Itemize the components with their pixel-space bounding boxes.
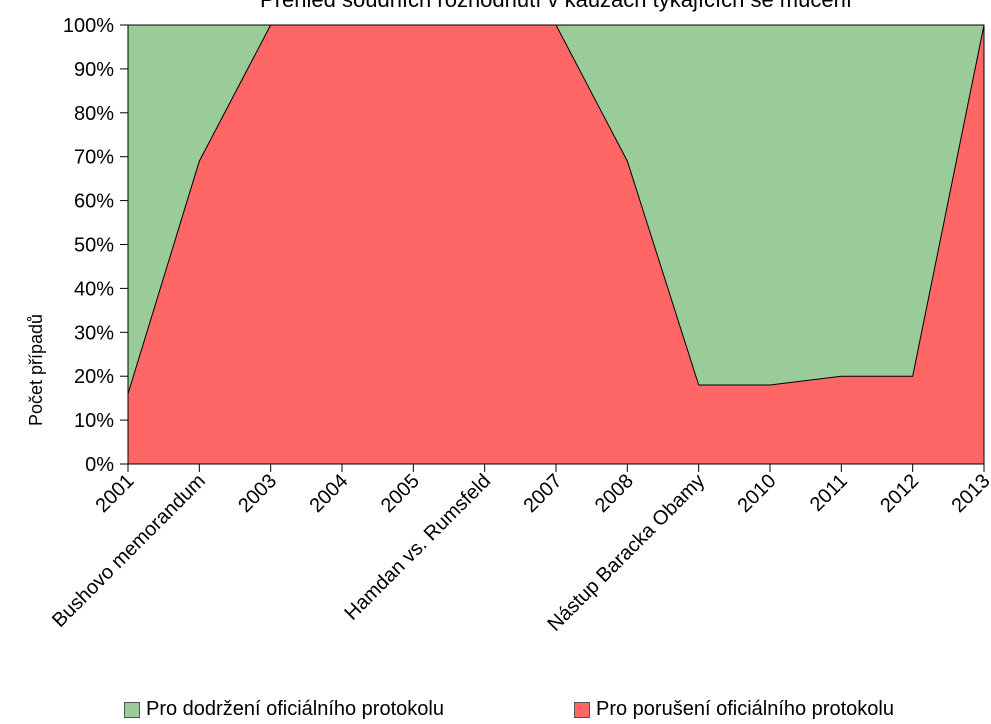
x-tick-label: 2011	[806, 470, 852, 516]
x-tick-label: 2007	[520, 470, 567, 517]
x-tick-label: 2013	[948, 470, 991, 517]
y-tick-label: 90%	[74, 59, 114, 81]
x-tick-label: 2008	[591, 470, 638, 517]
chart-axes	[120, 24, 985, 472]
x-tick-label: 2004	[306, 470, 353, 517]
x-tick-label: 2010	[734, 470, 781, 517]
y-tick-label: 10%	[74, 410, 114, 432]
x-tick-label: 2012	[876, 470, 923, 517]
y-tick-label: 80%	[74, 103, 114, 125]
legend: Pro dodržení oficiálního protokolu Pro p…	[0, 698, 991, 724]
y-tick-labels: 0% 10% 20% 30% 40% 50% 60% 70% 80% 90% 100%	[63, 15, 114, 476]
y-tick-label: 30%	[74, 322, 114, 344]
y-tick-label: 40%	[74, 278, 114, 300]
y-axis-title: Počet případů	[26, 314, 46, 426]
y-tick-label: 100%	[63, 15, 114, 37]
chart-areas	[127, 24, 985, 464]
y-tick-label: 70%	[74, 147, 114, 169]
legend-item-poruseni: Pro porušení oficiálního protokolu	[574, 698, 894, 721]
x-tick-label: Hamdan vs. Rumsfeld	[341, 470, 496, 625]
x-tick-label: 2003	[234, 470, 281, 517]
y-tick-label: 0%	[85, 454, 114, 476]
y-tick-label: 20%	[74, 366, 114, 388]
legend-label-dodrzeni: Pro dodržení oficiálního protokolu	[146, 698, 444, 720]
chart-title: Přehled soudních rozhodnutí v kauzách tý…	[128, 0, 984, 13]
y-tick-label: 50%	[74, 235, 114, 257]
x-tick-label: 2001	[92, 470, 139, 517]
area-poruseni	[128, 25, 984, 464]
legend-swatch-poruseni	[574, 701, 590, 718]
y-tick-label: 60%	[74, 191, 114, 213]
legend-swatch-dodrzeni	[124, 701, 140, 718]
legend-label-poruseni: Pro porušení oficiálního protokolu	[596, 698, 894, 720]
legend-item-dodrzeni: Pro dodržení oficiálního protokolu	[124, 698, 444, 721]
x-tick-label: 2005	[377, 470, 424, 517]
